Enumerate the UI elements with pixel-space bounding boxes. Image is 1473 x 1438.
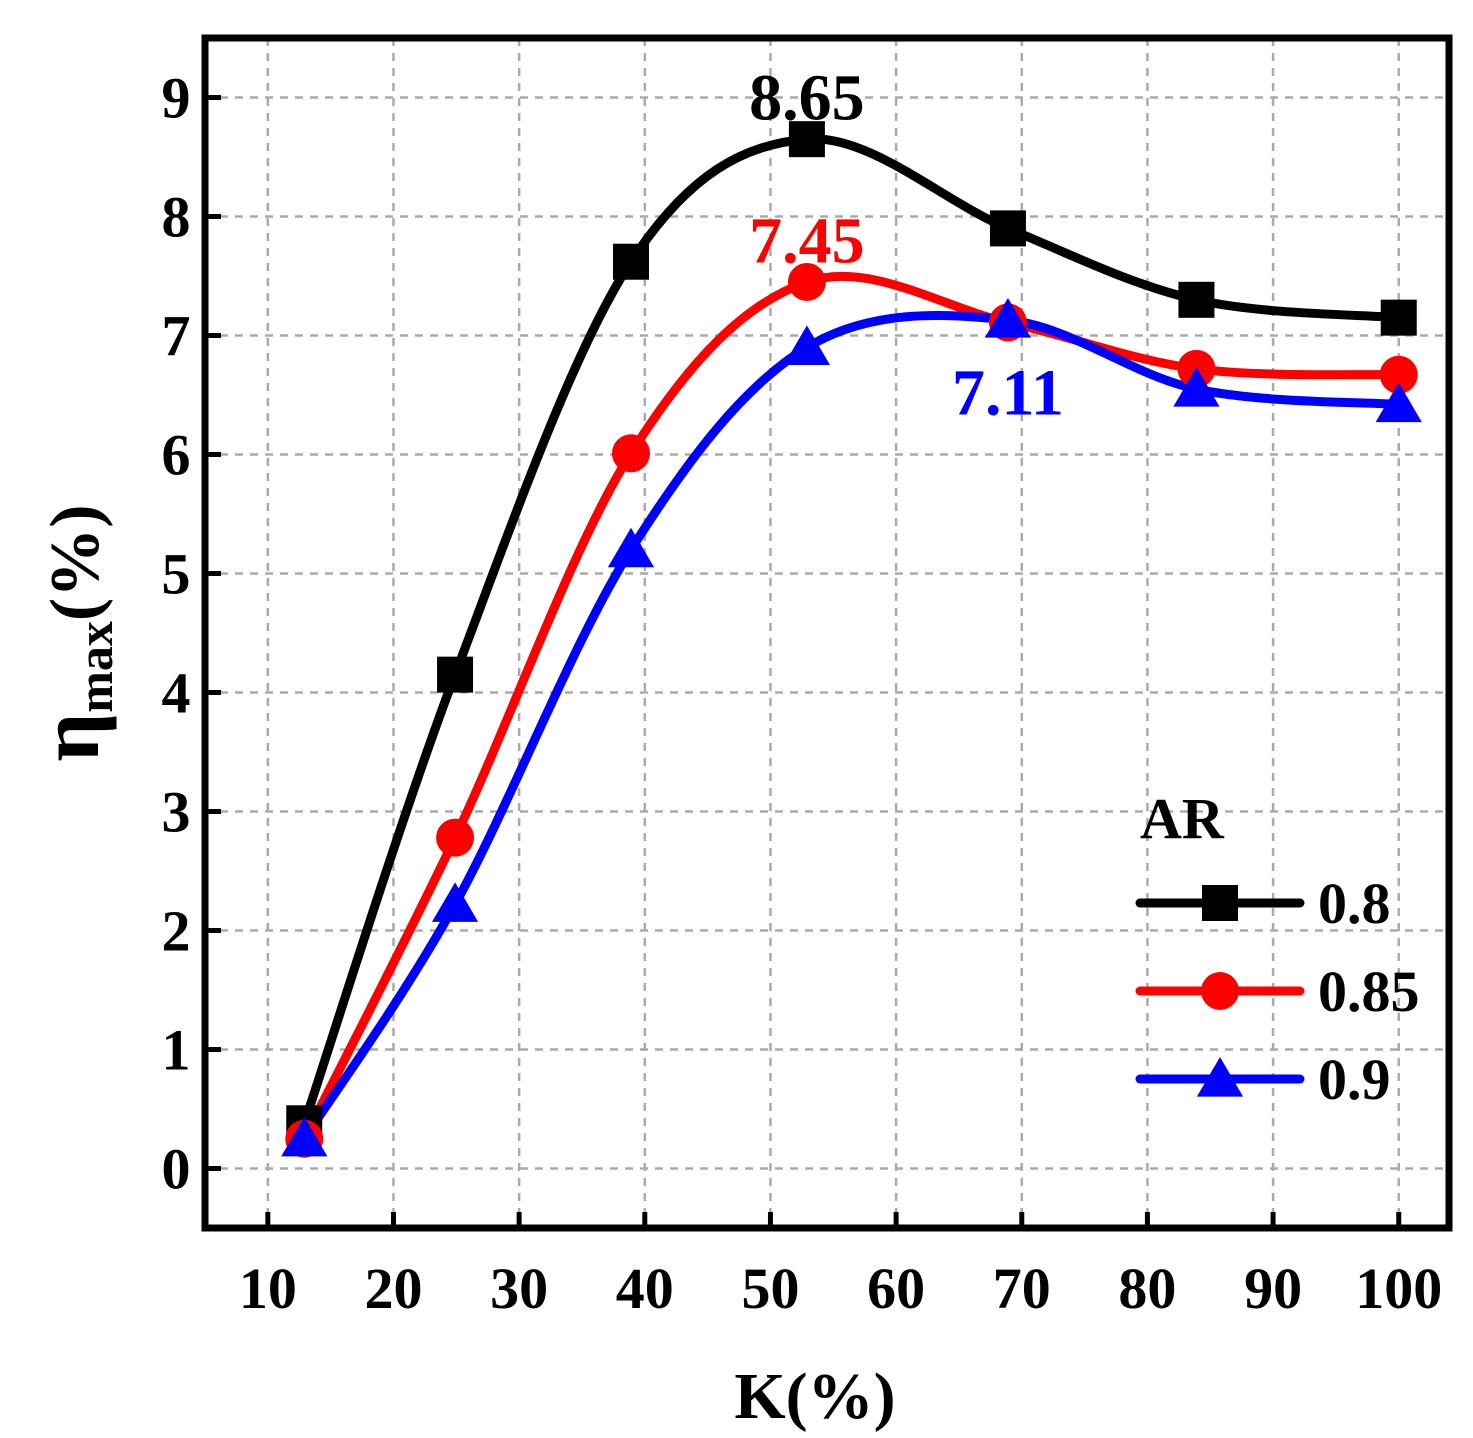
data-point-triangle <box>607 527 655 568</box>
annotations: 8.65 7.45 7.11 <box>749 62 1064 430</box>
legend-title: AR <box>1140 786 1225 851</box>
y-axis-title-symbol: η <box>21 713 117 762</box>
x-tick-label: 60 <box>867 1256 925 1321</box>
legend-marker <box>1202 885 1238 921</box>
y-tick-label: 6 <box>162 423 191 488</box>
x-tick-label: 30 <box>490 1256 548 1321</box>
data-point-square <box>788 121 825 158</box>
x-tick-label: 10 <box>239 1256 297 1321</box>
peak-annotation: 7.45 <box>749 204 865 277</box>
x-tick-label: 40 <box>616 1256 674 1321</box>
axis-ticks: 10 20 30 40 50 60 70 80 90 100 0 1 2 3 4 5 6 7 8 9 <box>162 66 1443 1322</box>
x-tick-label: 50 <box>741 1256 799 1321</box>
data-point-triangle <box>984 298 1032 338</box>
plot-frame <box>201 34 1453 1232</box>
data-point-square <box>437 656 474 693</box>
x-tick-label: 70 <box>993 1256 1051 1321</box>
y-axis-title-unit: (%) <box>37 504 114 621</box>
series-line-0.9 <box>299 311 1404 1144</box>
legend-marker <box>1201 972 1239 1010</box>
legend-label: 0.85 <box>1318 959 1420 1024</box>
data-point-triangle <box>1375 382 1422 423</box>
data-point-square <box>612 243 649 280</box>
data-point-triangle <box>783 325 830 365</box>
data-point-circle <box>1379 355 1418 394</box>
data-point-square <box>1380 299 1417 336</box>
legend-label: 0.8 <box>1318 871 1391 936</box>
data-point-circle <box>611 434 650 473</box>
peak-annotation: 8.65 <box>749 62 865 135</box>
legend-label: 0.9 <box>1318 1047 1391 1112</box>
legend: AR 0.8 0.85 0.9 <box>1135 786 1420 1112</box>
data-point-square <box>1178 281 1215 318</box>
y-axis-title: ηmax(%) <box>21 504 123 761</box>
y-tick-label: 8 <box>162 185 191 250</box>
y-tick-label: 5 <box>162 542 191 607</box>
y-tick-label: 2 <box>162 899 191 964</box>
x-axis-title: K(%) <box>734 1360 895 1433</box>
legend-marker <box>1196 1057 1244 1097</box>
x-tick-label: 20 <box>364 1256 422 1321</box>
peak-annotation: 7.11 <box>952 357 1064 430</box>
data-point-square <box>989 210 1026 247</box>
data-point-triangle <box>281 1116 328 1157</box>
y-axis-title-subscript: max <box>67 621 123 713</box>
series-line-0.85 <box>299 271 1404 1144</box>
data-point-triangle <box>1173 367 1220 407</box>
y-tick-label: 9 <box>162 66 191 131</box>
y-tick-label: 4 <box>162 661 191 726</box>
x-tick-label: 90 <box>1244 1256 1302 1321</box>
data-point-circle <box>436 818 475 857</box>
y-tick-label: 7 <box>162 304 191 369</box>
y-tick-label: 1 <box>162 1018 191 1083</box>
x-tick-label: 80 <box>1118 1256 1176 1321</box>
legend-items: 0.8 0.85 0.9 <box>1135 871 1420 1112</box>
data-point-circle <box>787 262 826 301</box>
y-tick-label: 3 <box>162 780 191 845</box>
series-markers <box>281 121 1422 1158</box>
x-tick-label: 100 <box>1355 1256 1442 1321</box>
series-line-0.8 <box>299 134 1404 1128</box>
y-tick-label: 0 <box>162 1137 191 1202</box>
data-point-triangle <box>431 882 479 922</box>
